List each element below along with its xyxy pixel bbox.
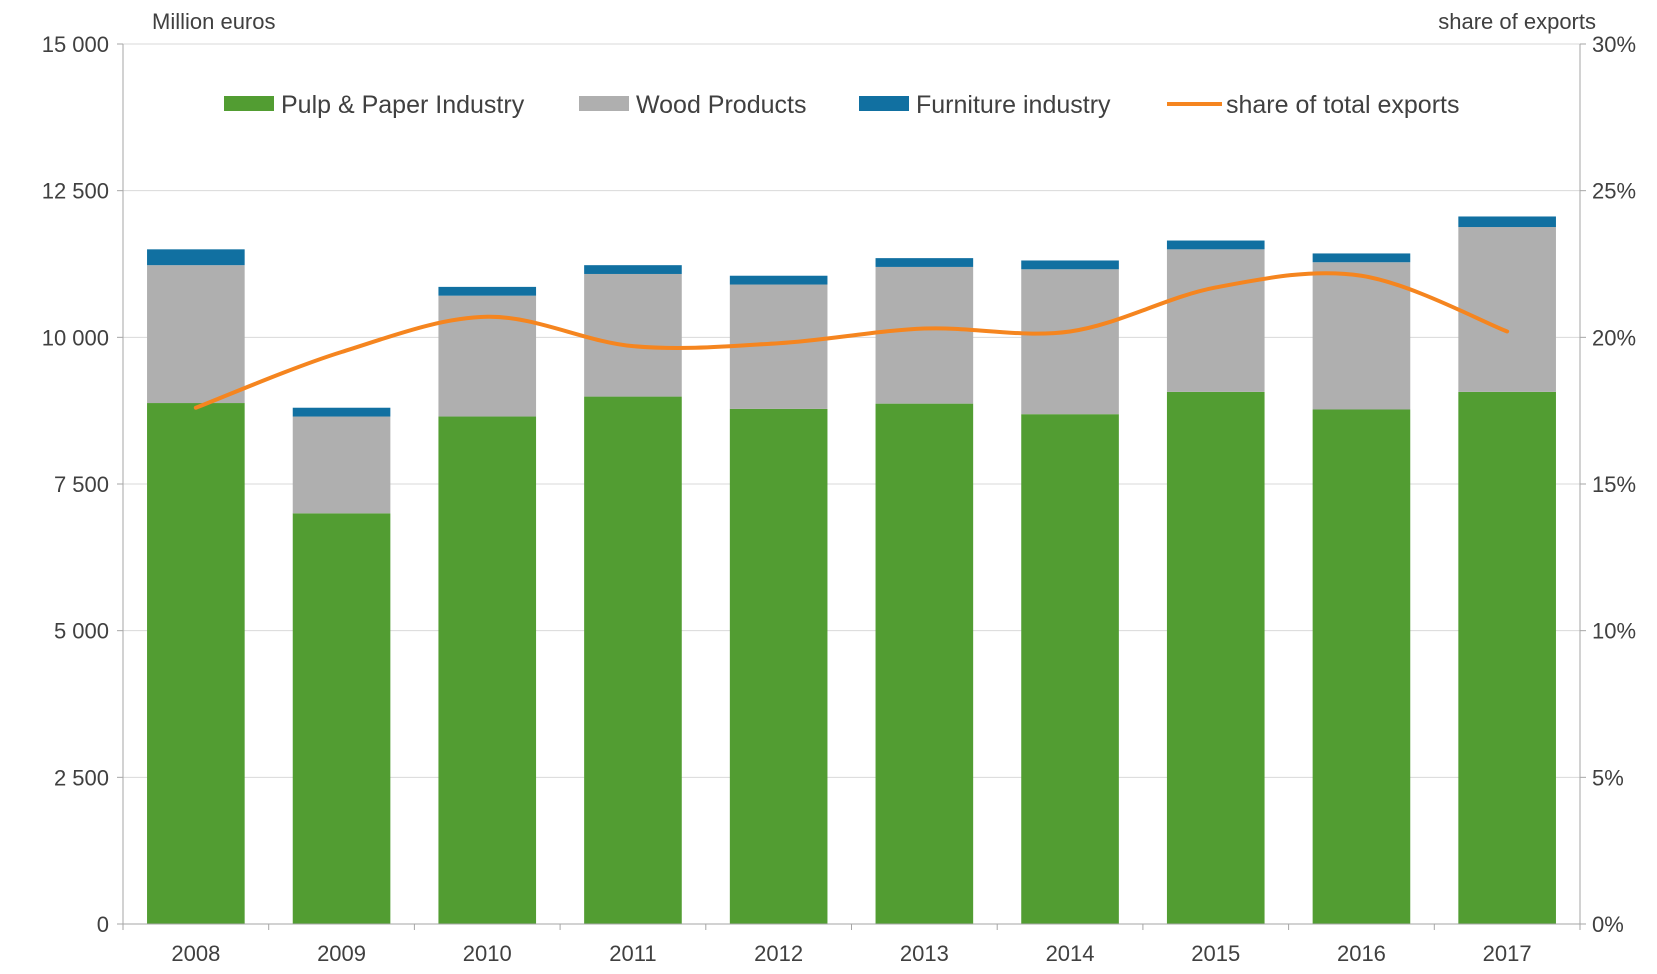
right-tick-label: 5%: [1592, 765, 1624, 790]
right-tick-label: 15%: [1592, 472, 1636, 497]
right-tick-label: 0%: [1592, 912, 1624, 937]
bar-segment-pulp-paper: [584, 396, 682, 924]
x-tick-label: 2011: [609, 941, 656, 966]
bar-segment-furniture: [1458, 216, 1556, 228]
share-line: [193, 271, 1510, 410]
left-tick-label: 12 500: [42, 179, 109, 204]
bar-segment-wood-products: [147, 265, 245, 404]
bar-segment-wood-products: [1458, 227, 1556, 392]
share-point: [1215, 286, 1217, 288]
tick-labels: 0 2 500 5 000 7 500 10 000 12 500 15 000 0% 5% 10…: [42, 32, 1636, 966]
x-tick-label: 2016: [1337, 941, 1386, 966]
legend-swatch-pulp-paper: [224, 96, 274, 111]
bar-segment-furniture: [292, 407, 391, 417]
share-point: [341, 351, 343, 353]
share-point: [1069, 330, 1071, 332]
bar-segment-wood-products: [438, 295, 537, 417]
right-tick-label: 10%: [1592, 619, 1636, 644]
x-tick-label: 2017: [1483, 941, 1532, 966]
legend-label-share: share of total exports: [1226, 91, 1459, 119]
bar-segment-pulp-paper: [729, 408, 828, 924]
bar-segment-pulp-paper: [1021, 414, 1119, 924]
legend-label-wood-products: Wood Products: [636, 91, 806, 119]
bar-segment-wood-products: [1021, 269, 1119, 415]
axes: [117, 43, 1586, 930]
legend-label-pulp-paper: Pulp & Paper Industry: [281, 91, 525, 119]
share-point: [778, 342, 780, 344]
left-tick-label: 10 000: [42, 325, 109, 350]
bar-segment-wood-products: [875, 266, 974, 404]
x-tick-label: 2015: [1191, 941, 1240, 966]
share-point: [923, 328, 925, 330]
share-of-total-exports-line: [193, 271, 1510, 410]
share-point: [195, 407, 197, 409]
bar-segment-furniture: [438, 286, 537, 296]
bar-segment-furniture: [1312, 253, 1411, 263]
bar-segment-pulp-paper: [438, 416, 537, 924]
x-tick-label: 2012: [754, 941, 803, 966]
bar-segment-furniture: [1021, 260, 1119, 270]
left-tick-label: 0: [97, 912, 109, 937]
left-tick-label: 7 500: [54, 472, 109, 497]
left-tick-label: 5 000: [54, 619, 109, 644]
bars: [147, 216, 1556, 925]
bar-segment-pulp-paper: [875, 403, 974, 924]
bar-segment-pulp-paper: [1166, 391, 1265, 925]
left-tick-label: 2 500: [54, 765, 109, 790]
legend: Pulp & Paper Industry Wood Products Furn…: [224, 91, 1459, 119]
share-point: [632, 345, 634, 347]
bar-segment-furniture: [1166, 240, 1265, 250]
share-point: [1360, 275, 1362, 277]
legend-swatch-wood-products: [579, 96, 629, 111]
x-tick-label: 2008: [171, 941, 220, 966]
bar-segment-wood-products: [1166, 249, 1265, 392]
x-tick-label: 2013: [900, 941, 949, 966]
bar-segment-pulp-paper: [292, 513, 391, 924]
bar-segment-wood-products: [584, 273, 682, 397]
x-tick-label: 2014: [1046, 941, 1095, 966]
bar-segment-furniture: [147, 249, 245, 266]
x-tick-label: 2010: [463, 941, 512, 966]
bar-segment-pulp-paper: [1458, 391, 1556, 925]
bar-segment-wood-products: [292, 416, 391, 514]
right-tick-label: 20%: [1592, 325, 1636, 350]
x-tick-label: 2009: [317, 941, 366, 966]
legend-swatch-furniture: [859, 96, 909, 111]
right-tick-label: 30%: [1592, 32, 1636, 57]
bar-segment-furniture: [584, 265, 682, 274]
bar-segment-pulp-paper: [147, 403, 245, 924]
bar-segment-furniture: [729, 275, 828, 285]
right-axis-unit-label: share of exports: [1438, 9, 1596, 34]
share-point: [1506, 330, 1508, 332]
right-tick-label: 25%: [1592, 179, 1636, 204]
left-tick-label: 15 000: [42, 32, 109, 57]
left-axis-unit-label: Million euros: [152, 9, 276, 34]
bar-segment-furniture: [875, 258, 974, 267]
share-point: [486, 316, 488, 318]
bar-segment-pulp-paper: [1312, 409, 1411, 924]
bar-segment-wood-products: [1312, 262, 1411, 410]
legend-label-furniture: Furniture industry: [916, 91, 1111, 119]
